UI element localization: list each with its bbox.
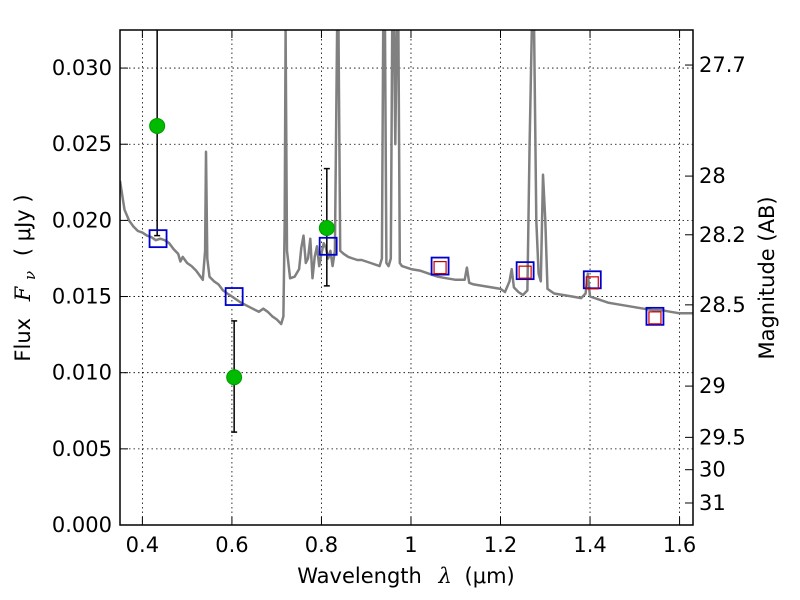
y-tick-label: 0.005 — [52, 437, 112, 461]
green-circle-marker — [149, 117, 166, 134]
red-square-marker — [433, 261, 447, 275]
y-axis-label-text: Flux — [11, 318, 35, 362]
x-tick-label: 1 — [404, 533, 417, 557]
plot-frame — [119, 29, 694, 526]
blue-square-marker — [148, 229, 168, 249]
green-circle-marker — [318, 220, 335, 236]
red-square-marker — [585, 276, 599, 290]
y2-tick-label: 28 — [699, 164, 726, 188]
x-axis-label-text: Wavelength — [297, 564, 422, 588]
green-circle-marker — [226, 369, 243, 386]
y-axis-label-symbol: F — [11, 285, 35, 302]
y-tick-label: 0.025 — [52, 132, 112, 156]
y-axis-label-unit: ( μJy ) — [11, 194, 35, 256]
x-tick-label: 0.8 — [305, 533, 338, 557]
red-square-marker — [648, 311, 662, 325]
x-tick-label: 1.6 — [663, 533, 696, 557]
clipped-series — [120, 30, 693, 433]
blue-square-marker — [224, 287, 244, 306]
y-tick-label: 0.020 — [52, 208, 112, 232]
y-tick-label: 0.030 — [52, 56, 112, 80]
y2-tick-label: 28.2 — [699, 223, 746, 247]
blue-square-marker — [430, 256, 450, 276]
y-tick-label: 0.000 — [52, 513, 112, 537]
y2-tick-label: 29 — [699, 374, 726, 398]
y-axis-label: Flux F ν ( μJy ) — [11, 194, 40, 361]
y-axis-label-subscript: ν — [21, 271, 39, 280]
blue-square-marker — [318, 236, 338, 256]
blue-square-marker — [515, 261, 535, 281]
y-tick-label: 0.015 — [52, 285, 112, 309]
y2-tick-label: 30 — [699, 458, 726, 482]
y2-tick-label: 27.7 — [699, 53, 746, 77]
x-tick-label: 1.2 — [484, 533, 517, 557]
x-tick-label: 1.4 — [573, 533, 606, 557]
x-axis-label-symbol: λ — [438, 564, 452, 588]
series-layer — [120, 30, 693, 433]
axis-ticks: 0.4 0.6 0.8 1 1.2 1.4 1.6 0.000 0.005 0.010 0.015 0… — [52, 30, 746, 557]
blue-square-marker — [645, 306, 665, 326]
y-tick-label: 0.010 — [52, 361, 112, 385]
red-square-marker — [518, 265, 532, 279]
y2-tick-label: 28.5 — [699, 293, 746, 317]
y2-tick-label: 29.5 — [699, 425, 746, 449]
x-tick-label: 0.4 — [126, 533, 159, 557]
x-axis-label: Wavelength λ (μm) — [297, 564, 514, 588]
x-axis-label-unit: (μm) — [465, 564, 515, 588]
spectrum-line — [120, 30, 693, 326]
y2-tick-label: 31 — [699, 491, 726, 515]
plot-background — [120, 30, 693, 525]
y2-axis-label: Magnitude (AB) — [755, 196, 779, 359]
x-tick-label: 0.6 — [215, 533, 248, 557]
